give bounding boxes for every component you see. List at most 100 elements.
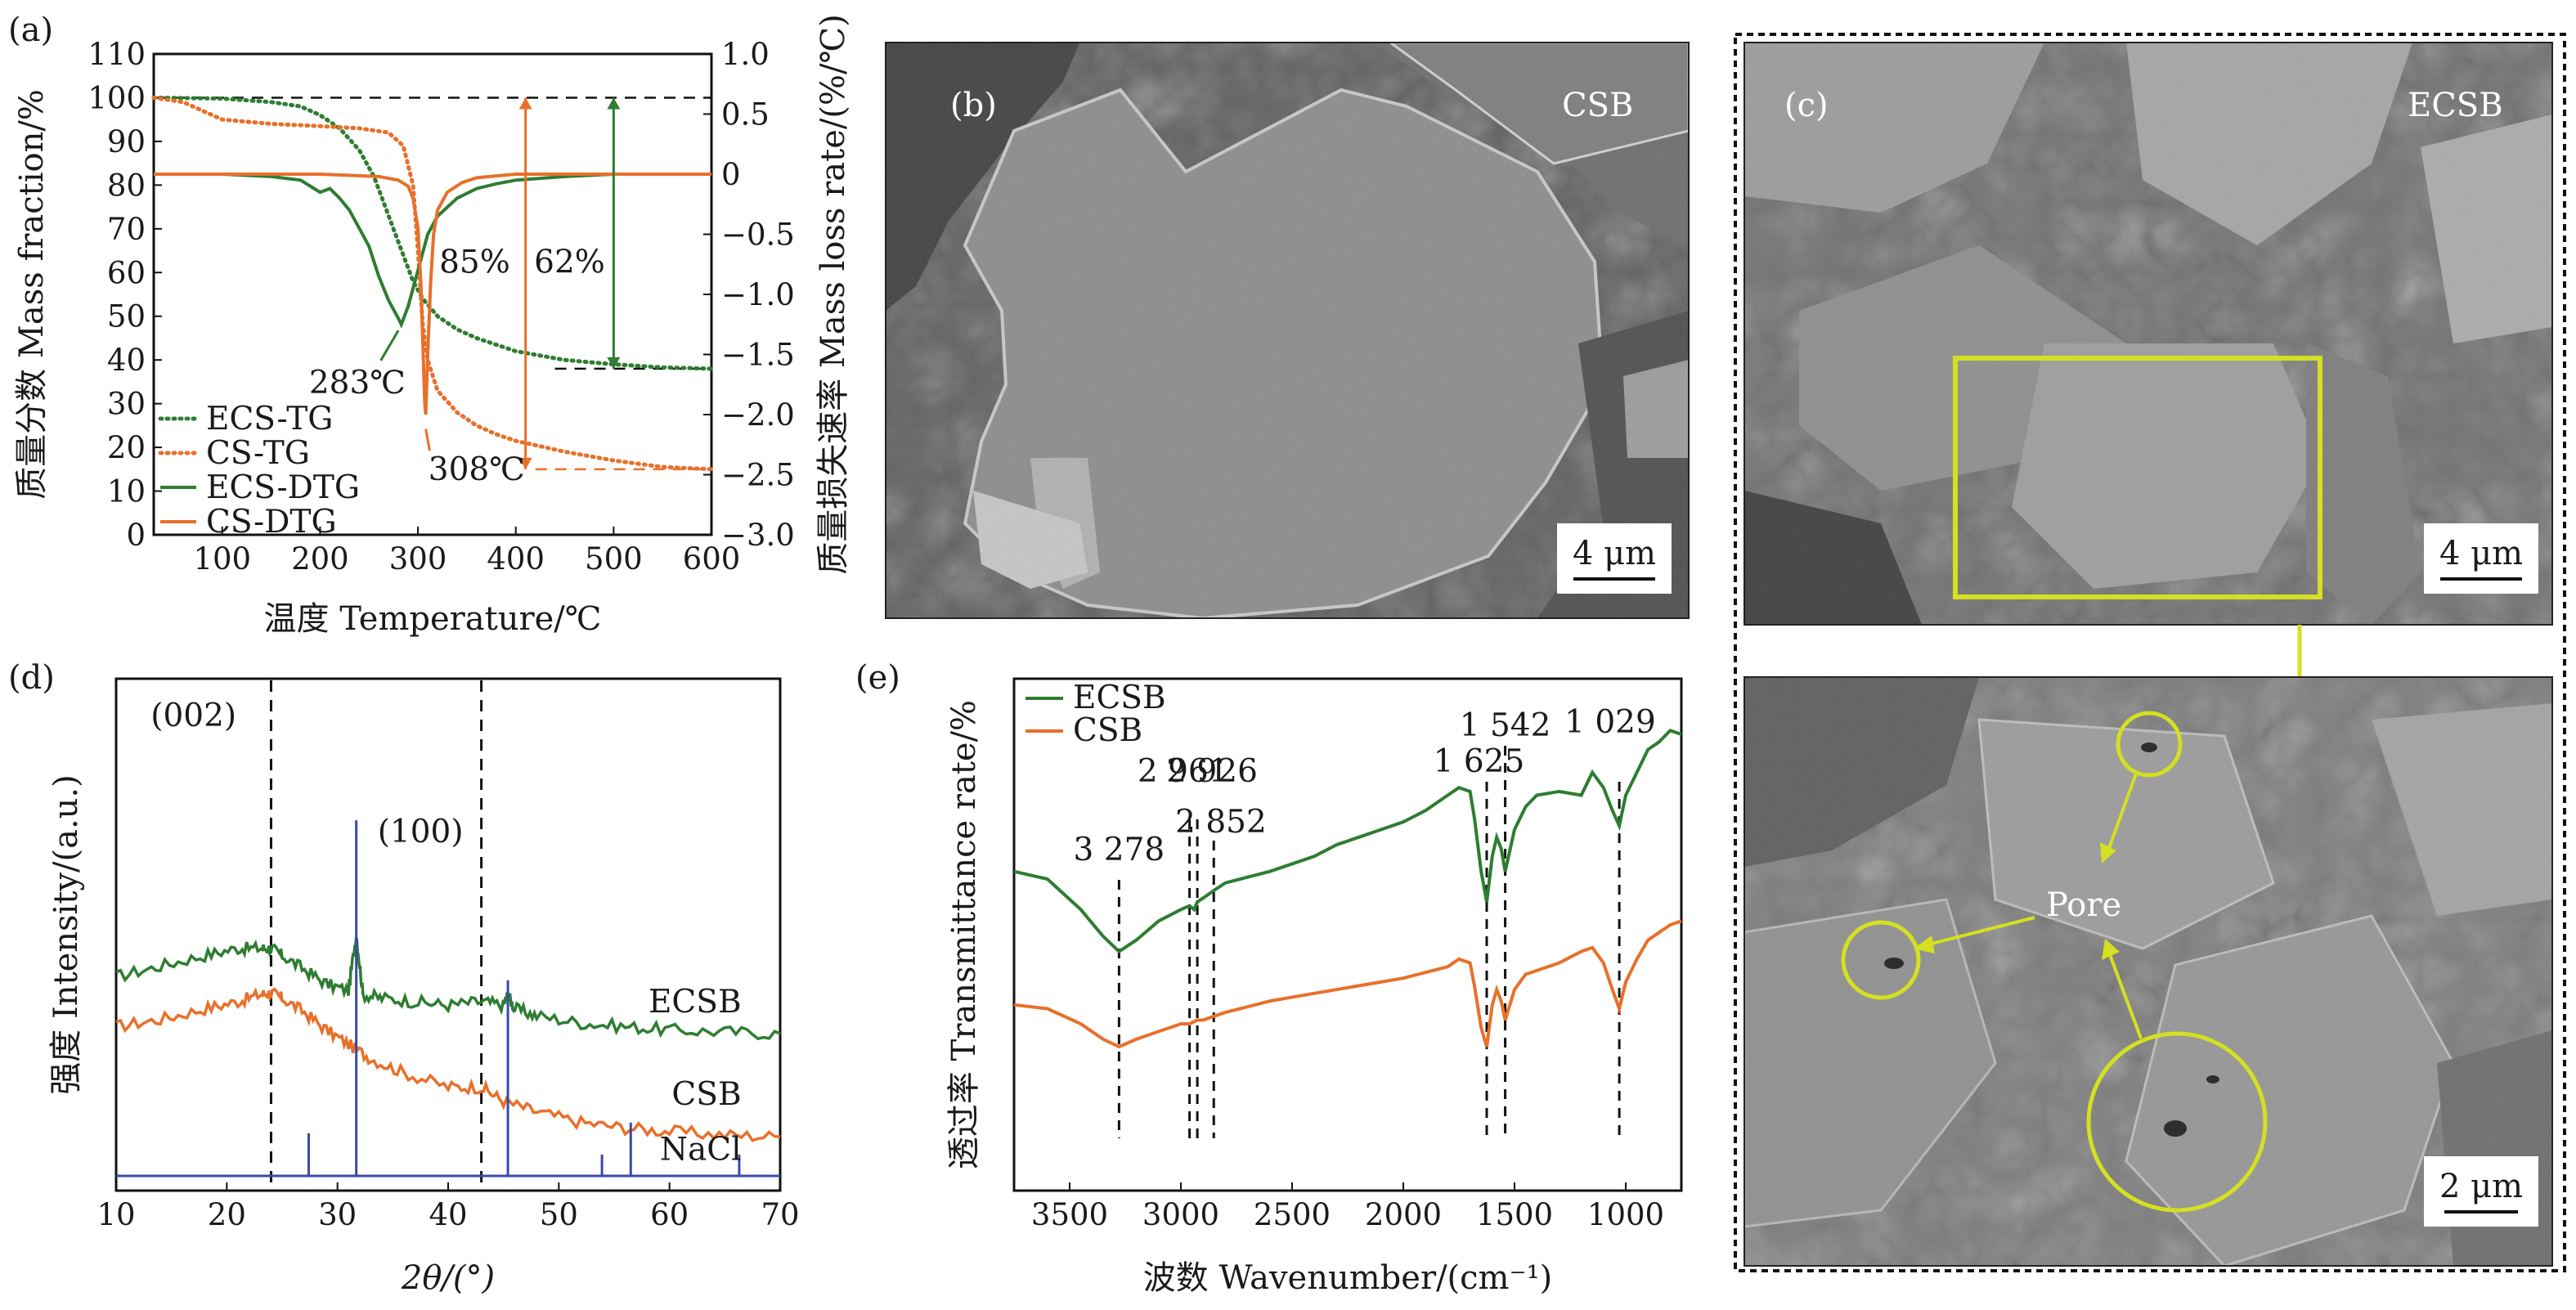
x-tick-label: 3000 xyxy=(1142,1197,1219,1232)
panel-c-dotted-frame xyxy=(1734,33,2566,1272)
x-tick-label: 30 xyxy=(318,1197,357,1232)
peak-label: 2 852 xyxy=(1175,804,1267,841)
panel-b-sem-image: (b) CSB 4 μm xyxy=(885,42,1690,619)
x-tick-label: 200 xyxy=(291,541,349,576)
x-tick-label: 300 xyxy=(389,541,447,576)
x-tick-label: 3500 xyxy=(1031,1197,1108,1232)
x-tick-label: 40 xyxy=(429,1197,467,1232)
panel-e-axes: 3500 3000 2500 2000 1500 1000 xyxy=(1031,746,1664,1232)
x-tick-label: 60 xyxy=(650,1197,689,1232)
y-tick-label: 80 xyxy=(107,168,146,203)
series-label: ECSB xyxy=(648,984,742,1021)
series-ecs-tg xyxy=(151,96,714,371)
x-tick-label: 1000 xyxy=(1587,1197,1664,1232)
x-tick-label: 1500 xyxy=(1476,1197,1553,1232)
y-tick-label: 110 xyxy=(88,37,146,72)
peak-arrow xyxy=(424,428,431,451)
series-ecsb xyxy=(1013,728,1682,954)
y-tick-label: 20 xyxy=(107,430,146,465)
annotation-label: 62% xyxy=(534,244,605,280)
y-tick-label: 0 xyxy=(126,518,146,553)
panel-e-label: (e) xyxy=(855,659,900,697)
x-tick-label: 400 xyxy=(487,541,545,576)
x-tick-label: 500 xyxy=(585,541,643,576)
scale-bar-box xyxy=(1557,523,1672,594)
pore-highlight-circle xyxy=(2086,1031,2268,1213)
sem-b-scale-text: 4 μm xyxy=(1573,535,1656,572)
series-csb xyxy=(1013,919,1682,1049)
pore-highlight-circle xyxy=(2116,711,2183,778)
annotation-label: 308℃ xyxy=(429,451,525,488)
peak-label: 3 278 xyxy=(1074,832,1165,868)
legend-label: ECSB xyxy=(1073,680,1166,716)
panel-c-label: (c) xyxy=(1784,87,1829,124)
y-tick-label: 60 xyxy=(107,255,146,290)
x-tick-label: 10 xyxy=(96,1197,135,1232)
panel-a-ylabel: 质量分数 Mass fraction/% xyxy=(13,89,51,500)
sem-c-scale-text: 4 μm xyxy=(2439,535,2523,572)
panel-d-series xyxy=(115,820,781,1178)
pore-highlight-circle xyxy=(1841,920,1921,1000)
series-csb xyxy=(115,987,781,1142)
annotation-label: 283℃ xyxy=(309,365,406,402)
y-tick-label: 40 xyxy=(107,343,146,378)
panel-e-ylabel: 透过率 Transmittance rate/% xyxy=(945,700,983,1169)
panel-e-frame xyxy=(1012,677,1683,1192)
y-tick-label: 10 xyxy=(107,474,146,509)
x-tick-label: 100 xyxy=(193,541,251,576)
scale-bar-box xyxy=(2424,523,2538,594)
y-tick-label: 100 xyxy=(88,80,146,115)
legend-label: ECS-DTG xyxy=(206,469,360,506)
y2-tick-label: −2.5 xyxy=(721,458,795,493)
panel-d-annotations: (002) (100) ECSB CSB NaCl xyxy=(150,698,741,1168)
series-cs-dtg xyxy=(154,173,711,415)
panel-a-axes: 100 200 300 400 500 600 0 10 20 30 40 50 60 70 80 90 100… xyxy=(88,37,794,576)
y2-tick-label: −1.5 xyxy=(721,338,795,373)
arrow-head xyxy=(607,97,621,110)
y2-tick-label: −3.0 xyxy=(721,518,795,553)
panel-a-label: (a) xyxy=(8,11,53,49)
peak-label: (002) xyxy=(150,698,236,734)
arrow-head xyxy=(607,357,621,369)
panel-a-series xyxy=(151,96,714,472)
panel-d-xlabel: 2θ/(°) xyxy=(401,1259,495,1297)
series-ecs-dtg xyxy=(154,173,711,329)
peak-label: 2 961 xyxy=(1138,753,1229,790)
peak-label: 1 542 xyxy=(1460,707,1551,744)
panel-d-chart: (d) 10 20 30 40 50 60 70 (002) (100) ECSB CSB NaCl… xyxy=(8,659,800,1297)
sem-c-sample-label: ECSB xyxy=(2408,87,2503,124)
scale-bar-box xyxy=(2424,1156,2538,1227)
panel-d-label: (d) xyxy=(8,659,55,697)
arrow-head xyxy=(518,457,532,469)
panel-e-xlabel: 波数 Wavenumber/(cm⁻¹) xyxy=(1143,1259,1553,1297)
peak-label: 2 926 xyxy=(1166,753,1258,790)
pore-arrows xyxy=(1924,773,2143,1039)
panel-a-y2label: 质量损失速率 Mass loss rate/(%/℃) xyxy=(815,14,852,575)
y2-tick-label: −2.0 xyxy=(721,397,795,433)
annotation-label: 85% xyxy=(439,244,510,280)
x-tick-label: 70 xyxy=(761,1197,799,1232)
sem-b-sample-label: CSB xyxy=(1562,87,1633,124)
panel-c-sem-image: (c) ECSB 4 μm Pore xyxy=(1734,33,2566,1272)
legend-label: CS-DTG xyxy=(206,504,337,541)
y-tick-label: 50 xyxy=(107,299,146,334)
y2-tick-label: −1.0 xyxy=(721,277,795,312)
pore-label: Pore xyxy=(2046,886,2121,924)
x-tick-label: 600 xyxy=(683,541,741,576)
x-tick-label: 20 xyxy=(208,1197,246,1232)
panel-b-label: (b) xyxy=(950,87,997,124)
y2-tick-label: 0 xyxy=(721,157,741,192)
panel-a-xlabel: 温度 Temperature/℃ xyxy=(264,600,602,638)
y2-tick-label: 0.5 xyxy=(721,97,770,132)
peak-label: (100) xyxy=(378,814,464,850)
panel-d-ylabel: 强度 Intensity/(a.u.) xyxy=(47,774,85,1095)
legend-label: ECS-TG xyxy=(206,401,333,437)
arrow-head xyxy=(518,97,532,110)
peak-label: 1 625 xyxy=(1434,743,1525,780)
y-tick-label: 70 xyxy=(107,212,146,247)
sem-c2-scale-text: 2 μm xyxy=(2439,1168,2523,1205)
peak-label: 1 029 xyxy=(1564,704,1656,741)
